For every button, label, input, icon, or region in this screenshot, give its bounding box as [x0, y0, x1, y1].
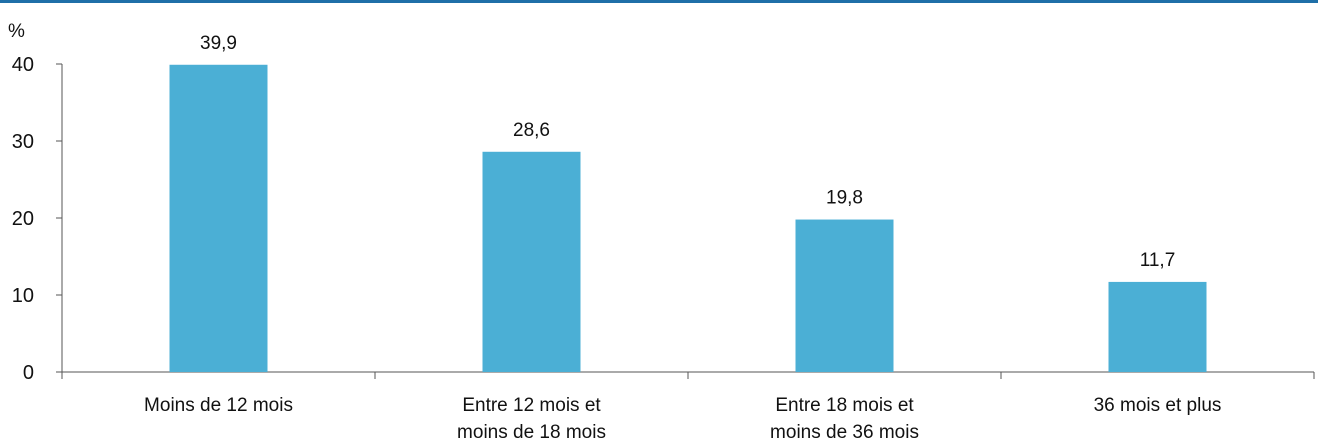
bar — [795, 219, 894, 372]
y-tick-label: 10 — [12, 285, 34, 307]
category-label: Entre 12 mois et — [462, 395, 601, 416]
category-label: moins de 18 mois — [457, 422, 606, 443]
category-label: moins de 36 mois — [770, 422, 919, 443]
data-label: 11,7 — [1140, 250, 1176, 271]
data-labels: 39,9 28,6 19,8 11,7 — [200, 33, 1175, 271]
bar — [1108, 281, 1207, 372]
y-unit-label: % — [8, 21, 25, 42]
bar — [169, 64, 268, 373]
top-rule — [0, 0, 1318, 3]
y-tick-label: 30 — [12, 131, 34, 153]
category-label: Entre 18 mois et — [775, 395, 914, 416]
bar — [482, 151, 581, 372]
y-axis: 0 10 20 30 40 — [12, 54, 63, 384]
y-tick-label: 40 — [12, 54, 34, 76]
x-axis — [61, 371, 1315, 379]
category-label: Moins de 12 mois — [144, 395, 293, 416]
data-label: 19,8 — [826, 188, 863, 209]
y-tick-label: 0 — [23, 362, 34, 384]
category-labels: Moins de 12 mois Entre 12 mois et moins de… — [144, 395, 1221, 443]
bars — [169, 64, 1207, 373]
data-label: 39,9 — [200, 33, 237, 54]
y-tick-label: 20 — [12, 208, 34, 230]
category-label: 36 mois et plus — [1094, 395, 1222, 416]
data-label: 28,6 — [513, 120, 550, 141]
